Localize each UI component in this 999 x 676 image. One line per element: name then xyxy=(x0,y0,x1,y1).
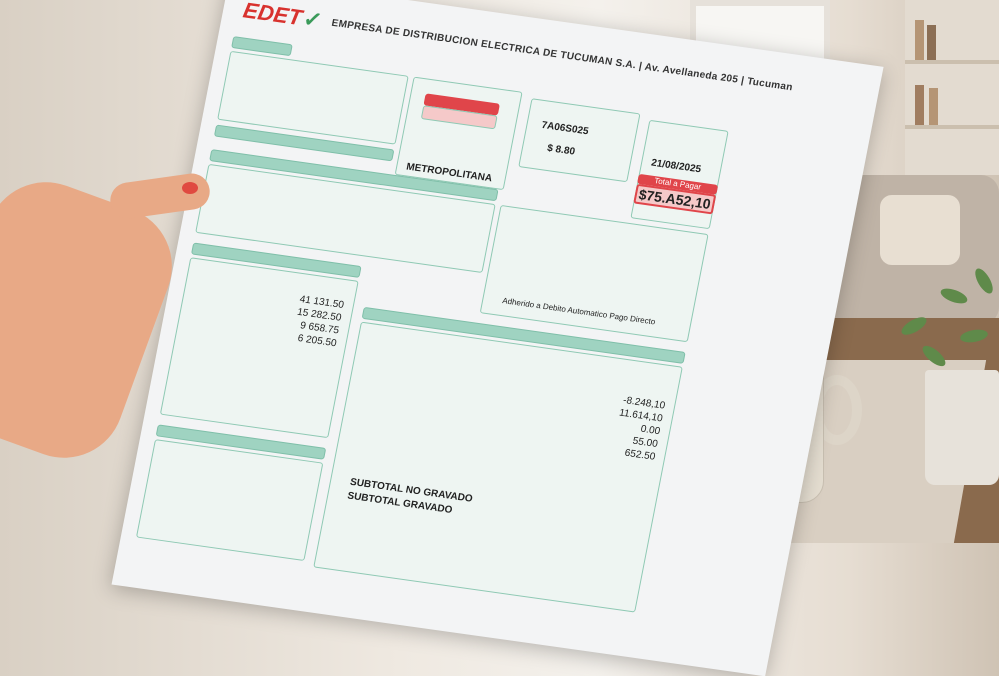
electricity-bill: EDET ✓ EMPRESA DE DISTRIBUCION ELECTRICA… xyxy=(111,0,884,676)
consumption-values: 41 131.50 15 282.50 9 658.75 6 205.50 xyxy=(261,289,345,351)
bookshelf xyxy=(905,0,999,175)
charges-values: -8.248,10 11.614,10 0.00 55.00 652.50 xyxy=(575,389,667,464)
plant-pot xyxy=(925,370,999,485)
check-icon: ✓ xyxy=(301,5,325,34)
edet-logo: EDET xyxy=(241,0,305,31)
